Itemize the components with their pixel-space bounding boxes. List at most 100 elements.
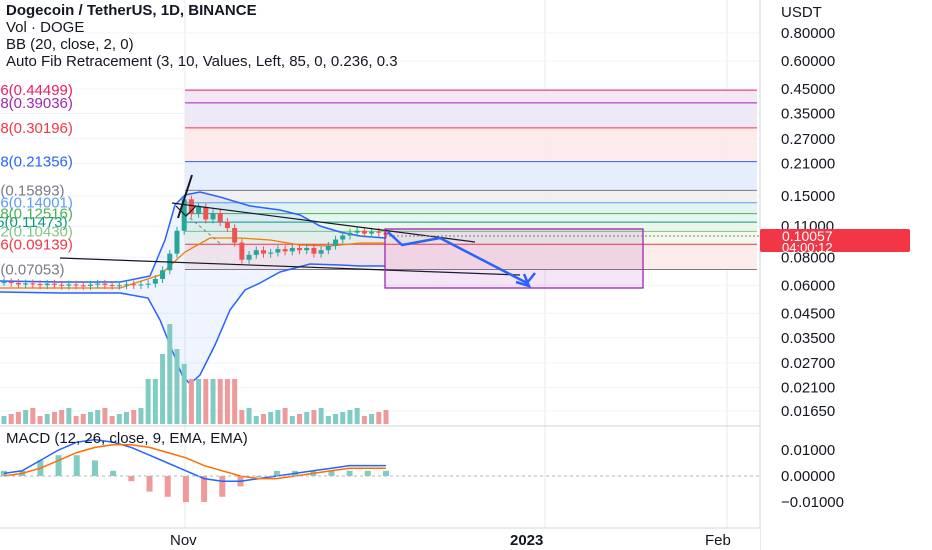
fib-level-label: 0(0.07053) — [0, 262, 65, 279]
price-axis-tick: 0.80000 — [781, 25, 835, 42]
macd-histogram-bar — [364, 470, 371, 476]
macd-histogram-bar — [328, 470, 335, 476]
volume-bar — [275, 410, 281, 424]
volume-bar — [196, 379, 202, 424]
time-axis-bg — [0, 528, 760, 550]
macd-signal-line — [3, 444, 386, 480]
candle-body — [210, 213, 216, 220]
candle-body — [239, 242, 245, 260]
volume-bar — [282, 408, 288, 424]
bollinger-upper — [0, 191, 386, 283]
fib-level-label: 1(0.15893) — [0, 182, 65, 199]
candle-body — [66, 284, 72, 286]
candle-body — [260, 250, 266, 254]
macd-histogram-bar — [182, 476, 189, 502]
volume-bar — [181, 364, 187, 424]
fib-level-label: 36(0.44499) — [0, 82, 73, 99]
candle-body — [224, 221, 230, 229]
fib-level-label: 36(0.14001) — [0, 195, 73, 212]
fib-level-label: 36(0.09139) — [0, 236, 73, 253]
price-axis-tick: 0.04500 — [781, 305, 835, 322]
price-axis-tick: 0.35000 — [781, 106, 835, 123]
volume-bar — [145, 379, 151, 424]
candle-body — [15, 282, 21, 285]
volume-bar — [44, 414, 50, 424]
volume-bar — [116, 414, 122, 424]
candle-body — [196, 207, 202, 214]
volume-bar — [210, 379, 216, 424]
volume-bar — [224, 379, 230, 424]
trendline-upper — [171, 202, 476, 243]
volume-bar — [260, 414, 266, 424]
volume-bar — [66, 408, 72, 424]
volume-bar — [203, 379, 209, 424]
macd-histogram-bar — [273, 470, 280, 476]
macd-line — [3, 438, 386, 482]
bollinger-basis — [0, 237, 385, 289]
macd-histogram-bar — [110, 470, 117, 476]
candle-body — [87, 284, 93, 286]
projection-arrowhead — [515, 273, 532, 288]
fib-zone — [185, 190, 757, 203]
candle-body — [30, 283, 36, 285]
fib-zone — [185, 102, 757, 128]
symbol-title[interactable]: Dogecoin / TetherUS, 1D, BINANCE — [6, 2, 257, 19]
volume-bar — [253, 416, 259, 424]
trendline-lower — [59, 257, 521, 276]
volume-bar — [361, 416, 367, 424]
macd-histogram-bar — [91, 460, 98, 476]
time-axis-label: Nov — [170, 532, 197, 549]
candle-body — [282, 249, 288, 252]
candle-body — [232, 228, 238, 243]
price-axis-tick: 0.06000 — [781, 277, 835, 294]
candle-body — [333, 239, 339, 246]
volume-legend[interactable]: Vol · DOGE — [6, 19, 85, 36]
fib-legend[interactable]: Auto Fib Retracement (3, 10, Values, Lef… — [6, 53, 398, 70]
fib-zone — [185, 127, 757, 162]
macd-axis-tick: 0.01000 — [781, 442, 835, 459]
time-axis-label: 2023 — [510, 532, 543, 549]
volume-bar — [59, 410, 65, 424]
candle-body — [376, 231, 382, 233]
candle-body — [203, 207, 209, 220]
volume-bar — [232, 379, 238, 424]
price-axis-tick: 0.27000 — [781, 131, 835, 148]
macd-histogram-bar — [146, 476, 153, 492]
volume-bar — [8, 414, 14, 424]
price-axis-tick: 0.45000 — [781, 81, 835, 98]
bollinger-lower — [0, 263, 385, 386]
candle-body — [354, 230, 360, 233]
candle-body — [80, 285, 86, 287]
candle-body — [188, 199, 194, 214]
volume-bar — [318, 408, 324, 424]
fib-zone — [185, 90, 757, 103]
candle-body — [160, 270, 166, 279]
macd-axis-tick: 0.00000 — [781, 468, 835, 485]
volume-bar — [23, 410, 29, 424]
macd-histogram-bar — [73, 455, 80, 476]
macd-axis-tick: −0.01000 — [781, 494, 844, 511]
price-axis-tick: 0.02700 — [781, 355, 835, 372]
price-axis-tick: 0.60000 — [781, 53, 835, 70]
candle-body — [102, 283, 108, 285]
volume-bar — [131, 410, 137, 424]
candle-body — [311, 247, 317, 254]
bollinger-legend[interactable]: BB (20, close, 2, 0) — [6, 36, 134, 53]
volume-bar — [354, 408, 360, 424]
candle-body — [181, 199, 187, 231]
candle-body — [95, 283, 101, 285]
candle-body — [275, 249, 281, 253]
candle-body — [116, 285, 122, 287]
volume-bar — [188, 379, 194, 424]
fib-level-label: 18(0.12516) — [0, 206, 73, 223]
volume-bar — [138, 408, 144, 424]
volume-bar — [325, 416, 331, 424]
fib-level-label: 18(0.30196) — [0, 120, 73, 137]
volume-bar — [376, 412, 382, 424]
macd-legend[interactable]: MACD (12, 26, close, 9, EMA, EMA) — [6, 430, 248, 447]
volume-bar — [174, 349, 180, 424]
volume-bar — [51, 412, 57, 424]
current-price-tag — [760, 229, 910, 252]
